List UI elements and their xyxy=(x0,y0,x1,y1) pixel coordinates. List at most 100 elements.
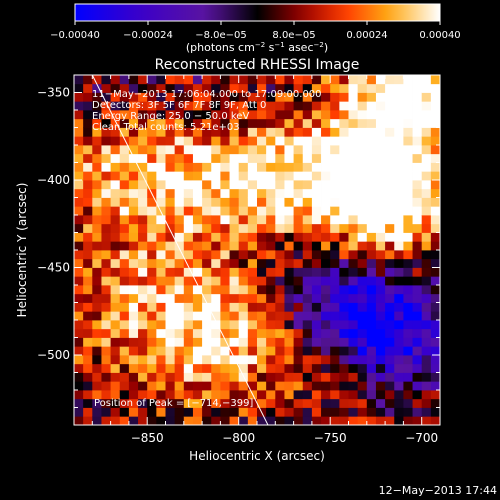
heatmap-cell xyxy=(394,197,404,207)
heatmap-cell xyxy=(366,320,377,330)
heatmap-cell xyxy=(74,311,84,321)
heatmap-cell xyxy=(211,302,221,312)
heatmap-cell xyxy=(412,258,423,268)
heatmap-cell xyxy=(421,250,432,260)
heatmap-cell xyxy=(430,285,440,295)
heatmap-cell xyxy=(321,381,331,391)
heatmap-cell xyxy=(293,83,304,93)
heatmap-cell xyxy=(375,118,386,128)
heatmap-cell xyxy=(403,258,413,268)
heatmap-cell xyxy=(138,390,148,400)
heatmap-cell xyxy=(266,171,276,181)
heatmap-cell xyxy=(238,118,249,128)
heatmap-cell xyxy=(202,355,212,365)
heatmap-cell xyxy=(220,372,230,382)
heatmap-cell xyxy=(385,101,395,111)
heatmap-cell xyxy=(403,153,413,163)
heatmap-cell xyxy=(74,180,84,190)
heatmap-cell xyxy=(165,276,176,286)
heatmap-cell xyxy=(412,92,423,102)
heatmap-cell xyxy=(128,390,139,400)
heatmap-cell xyxy=(302,145,313,155)
heatmap-cell xyxy=(412,223,423,233)
heatmap-cell xyxy=(165,267,176,277)
heatmap-cell xyxy=(421,206,432,216)
heatmap-cell xyxy=(412,136,423,146)
heatmap-cell xyxy=(183,118,194,128)
heatmap-cell xyxy=(174,267,185,277)
heatmap-cell xyxy=(183,311,194,321)
heatmap-cell xyxy=(330,232,340,242)
heatmap-cell xyxy=(183,232,194,242)
heatmap-cell xyxy=(202,197,212,207)
heatmap-cell xyxy=(147,372,157,382)
heatmap-cell xyxy=(174,75,185,85)
heatmap-cell xyxy=(302,215,313,225)
heatmap-cell xyxy=(385,153,395,163)
heatmap-cell xyxy=(293,293,304,303)
heatmap-cell xyxy=(339,118,349,128)
heatmap-cell xyxy=(375,136,386,146)
heatmap-cell xyxy=(321,206,331,216)
heatmap-cell xyxy=(83,83,93,93)
heatmap-cell xyxy=(311,337,322,347)
heatmap-cell xyxy=(119,416,130,425)
heatmap-cell xyxy=(311,258,322,268)
heatmap-cell xyxy=(412,75,423,85)
heatmap-cell xyxy=(183,153,194,163)
heatmap-cell xyxy=(366,285,377,295)
heatmap-cell xyxy=(421,311,432,321)
heatmap-cell xyxy=(394,110,404,120)
heatmap-cell xyxy=(183,381,194,391)
heatmap-cell xyxy=(357,188,368,198)
heatmap-cell xyxy=(192,302,203,312)
heatmap-cell xyxy=(394,258,404,268)
heatmap-cell xyxy=(74,258,84,268)
heatmap-cell xyxy=(128,101,139,111)
heatmap-cell xyxy=(302,223,313,233)
heatmap-cell xyxy=(302,153,313,163)
heatmap-cell xyxy=(275,355,285,365)
colorbar-tick-label: 0.00040 xyxy=(419,30,460,41)
heatmap-cell xyxy=(366,311,377,321)
heatmap-cell xyxy=(101,232,111,242)
heatmap-cell xyxy=(238,293,249,303)
heatmap-cell xyxy=(220,206,230,216)
heatmap-cell xyxy=(119,302,130,312)
heatmap-cell xyxy=(247,101,258,111)
heatmap-cell xyxy=(165,363,176,373)
heatmap-cell xyxy=(192,83,203,93)
heatmap-cell xyxy=(138,320,148,330)
heatmap-cell xyxy=(220,346,230,356)
heatmap-cell xyxy=(110,250,121,260)
heatmap-cell xyxy=(403,407,413,417)
heatmap-cell xyxy=(330,320,340,330)
heatmap-cell xyxy=(247,206,258,216)
heatmap-cell xyxy=(74,346,84,356)
heatmap-cell xyxy=(311,416,322,425)
x-tick-label: −800 xyxy=(222,431,255,445)
heatmap-cell xyxy=(412,171,423,181)
heatmap-cell xyxy=(302,285,313,295)
heatmap-cell xyxy=(110,118,121,128)
heatmap-cell xyxy=(220,223,230,233)
heatmap-cell xyxy=(220,162,230,172)
heatmap-cell xyxy=(119,241,130,251)
heatmap-cell xyxy=(284,110,294,120)
heatmap-cell xyxy=(266,206,276,216)
heatmap-cell xyxy=(330,197,340,207)
heatmap-cell xyxy=(339,258,349,268)
heatmap-cell xyxy=(92,328,102,338)
heatmap-cell xyxy=(119,337,130,347)
heatmap-cell xyxy=(220,197,230,207)
heatmap-cell xyxy=(357,320,368,330)
heatmap-cell xyxy=(119,136,130,146)
heatmap-cell xyxy=(83,162,93,172)
heatmap-cell xyxy=(128,398,139,408)
heatmap-cell xyxy=(138,75,148,85)
heatmap-cell xyxy=(202,110,212,120)
heatmap-cell xyxy=(83,250,93,260)
heatmap-cell xyxy=(302,267,313,277)
heatmap-cell xyxy=(385,162,395,172)
colorbar-tick-label: −0.00024 xyxy=(123,30,173,41)
